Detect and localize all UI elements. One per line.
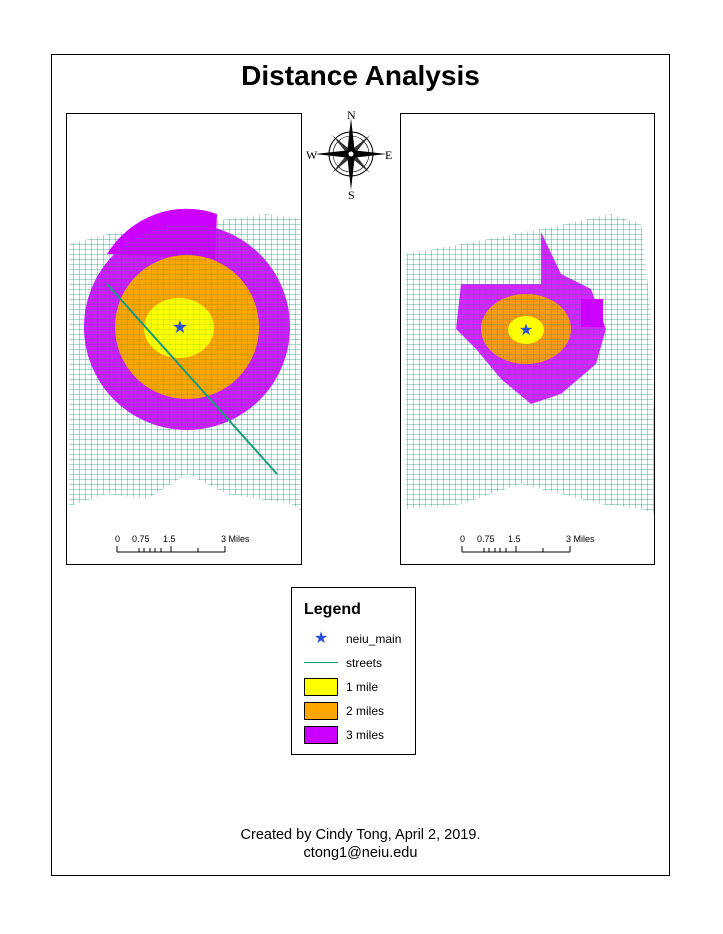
scale-tick-0: 0 [460, 534, 466, 544]
legend-label: 2 miles [346, 704, 385, 718]
legend: Legend ★ neiu_main streets 1 mile 2 mile… [291, 587, 416, 755]
credit-line: Created by Cindy Tong, April 2, 2019. [240, 827, 481, 843]
star-icon: ★ [313, 630, 329, 647]
map-panel-right: ★ 0 0.75 1.5 3 Miles [400, 113, 655, 565]
credit-block: Created by Cindy Tong, April 2, 2019. ct… [51, 826, 670, 862]
compass-rose: N S W E [305, 108, 397, 202]
scale-tick-3: 3 Miles [566, 534, 595, 544]
star-icon: ★ [172, 317, 188, 338]
scale-tick-075: 0.75 [477, 534, 495, 544]
legend-item-2-miles: 2 miles [304, 702, 384, 720]
legend-item-neiu-main: ★ neiu_main [304, 630, 402, 648]
legend-label: neiu_main [346, 632, 402, 646]
buffer-1-mile-right [508, 316, 544, 344]
legend-title: Legend [304, 601, 361, 618]
legend-label: 1 mile [346, 680, 379, 694]
swatch-purple-icon [304, 726, 338, 744]
compass-north: N [347, 108, 356, 122]
legend-label: 3 miles [346, 728, 385, 742]
scale-tick-15: 1.5 [163, 534, 176, 544]
compass-east: E [385, 148, 393, 162]
map-panel-left: ★ 0 0.75 1.5 3 Miles [66, 113, 302, 565]
compass-west: W [306, 148, 318, 162]
map-title: Distance Analysis [241, 60, 480, 91]
map-layout-frame [51, 54, 670, 876]
legend-item-1-mile: 1 mile [304, 678, 378, 696]
star-icon: ★ [519, 320, 533, 339]
scale-tick-075: 0.75 [132, 534, 150, 544]
right-map-canvas: ★ [406, 214, 654, 514]
compass-south: S [348, 188, 355, 202]
legend-label: streets [346, 656, 383, 670]
left-map-canvas: ★ [69, 208, 301, 512]
scale-tick-3: 3 Miles [221, 534, 250, 544]
legend-item-streets: streets [304, 654, 382, 672]
line-symbol-icon [304, 654, 338, 672]
scale-tick-0: 0 [115, 534, 121, 544]
scale-tick-15: 1.5 [508, 534, 521, 544]
swatch-yellow-icon [304, 678, 338, 696]
credit-email: ctong1@neiu.edu [303, 845, 418, 861]
swatch-orange-icon [304, 702, 338, 720]
legend-item-3-miles: 3 miles [304, 726, 384, 744]
